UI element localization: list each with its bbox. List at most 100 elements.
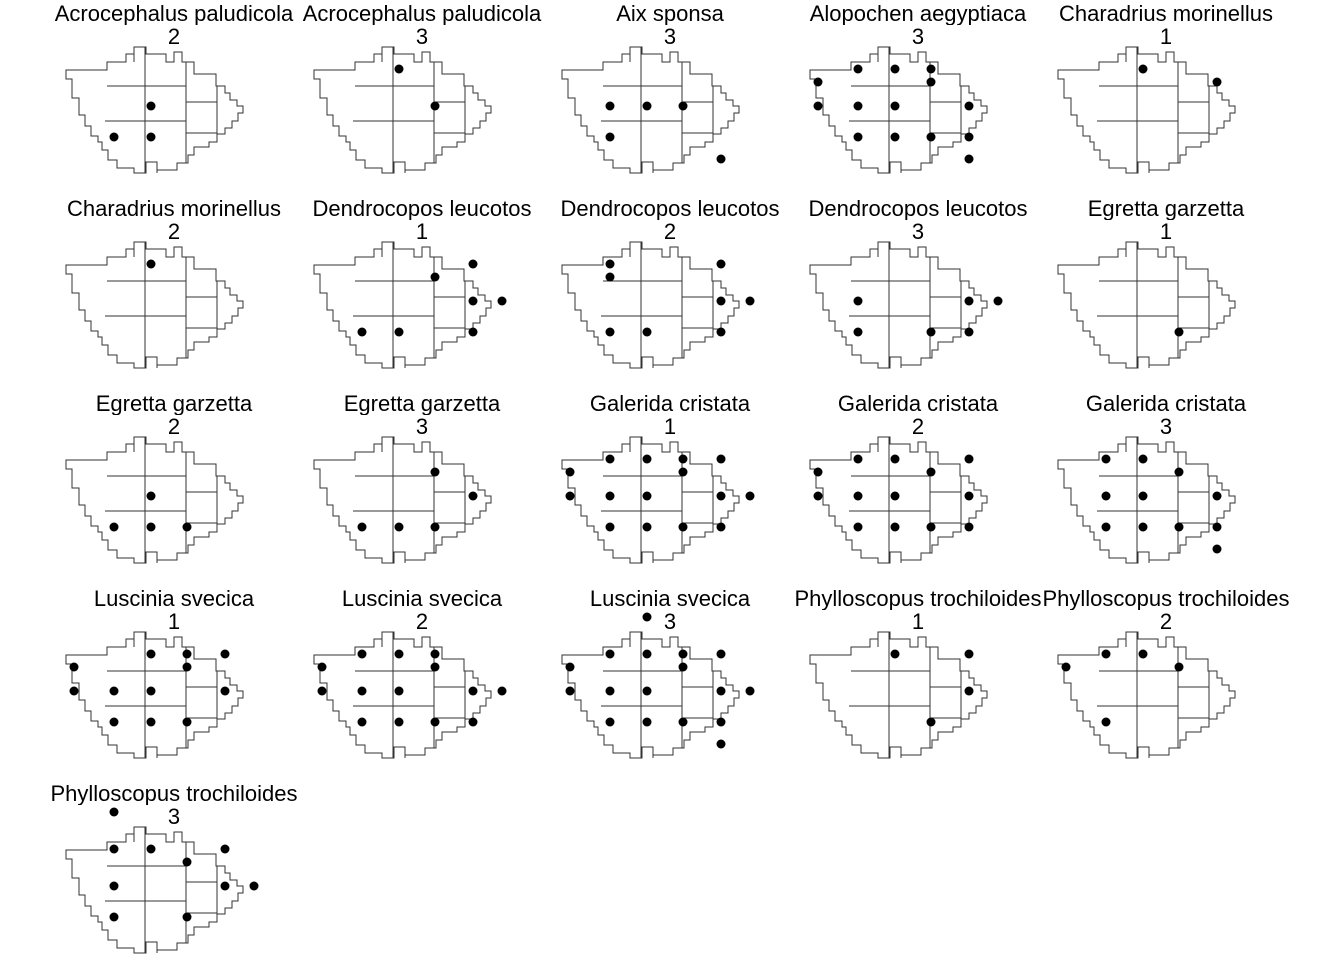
panel-species-title: Aix sponsa bbox=[616, 2, 724, 25]
occurrence-dot bbox=[1101, 649, 1111, 659]
country-outline bbox=[809, 436, 988, 564]
map-panel: Dendrocopos leucotos 1 bbox=[298, 195, 546, 390]
occurrence-dot bbox=[1101, 522, 1111, 532]
map-panel: Dendrocopos leucotos 2 bbox=[546, 195, 794, 390]
occurrence-dot bbox=[926, 717, 936, 727]
occurrence-dot bbox=[964, 327, 974, 337]
occurrence-dot bbox=[605, 259, 615, 269]
occurrence-dot bbox=[468, 296, 478, 306]
occurrence-dot bbox=[716, 491, 726, 501]
country-outline bbox=[313, 436, 492, 564]
country-outline bbox=[561, 46, 740, 174]
panel-period-label: 3 bbox=[415, 415, 429, 438]
occurrence-dot bbox=[109, 881, 119, 891]
panel-period-label: 3 bbox=[415, 25, 429, 48]
panel-species-title: Egretta garzetta bbox=[95, 392, 253, 415]
map-panel: Aix sponsa 3 bbox=[546, 0, 794, 195]
occurrence-dot bbox=[430, 101, 440, 111]
occurrence-dot bbox=[716, 739, 726, 749]
country-grid-map bbox=[65, 241, 244, 369]
occurrence-dot bbox=[1138, 454, 1148, 464]
occurrence-dot bbox=[317, 662, 327, 672]
occurrence-dot bbox=[1101, 717, 1111, 727]
occurrence-dot bbox=[964, 101, 974, 111]
occurrence-dot bbox=[678, 101, 688, 111]
occurrence-dot bbox=[109, 522, 119, 532]
panel-period-label: 2 bbox=[1159, 610, 1173, 633]
panel-period-label: 2 bbox=[911, 415, 925, 438]
country-outline bbox=[65, 826, 244, 954]
country-outline bbox=[809, 631, 988, 759]
occurrence-dot bbox=[565, 491, 575, 501]
country-grid-map bbox=[561, 612, 755, 759]
country-grid-map bbox=[561, 436, 755, 564]
panel-species-title: Phylloscopus trochiloides bbox=[50, 782, 298, 805]
occurrence-dot bbox=[109, 912, 119, 922]
occurrence-dot bbox=[146, 649, 156, 659]
panel-period-label: 2 bbox=[663, 220, 677, 243]
occurrence-dot bbox=[220, 844, 230, 854]
country-grid-map bbox=[561, 46, 740, 174]
occurrence-dot bbox=[394, 522, 404, 532]
occurrence-dot bbox=[182, 649, 192, 659]
country-grid-map bbox=[1057, 241, 1236, 369]
map-panel: Galerida cristata 3 bbox=[1042, 390, 1290, 585]
country-outline bbox=[809, 46, 988, 174]
occurrence-dot bbox=[716, 154, 726, 164]
panel-species-title: Acrocephalus paludicola bbox=[54, 2, 294, 25]
occurrence-dot bbox=[220, 649, 230, 659]
map-panel: Alopochen aegyptiaca 3 bbox=[794, 0, 1042, 195]
occurrence-dot bbox=[109, 132, 119, 142]
occurrence-dot bbox=[926, 77, 936, 87]
panel-species-title: Galerida cristata bbox=[837, 392, 999, 415]
occurrence-dot bbox=[926, 522, 936, 532]
occurrence-dot bbox=[853, 296, 863, 306]
occurrence-dot bbox=[813, 101, 823, 111]
occurrence-dot bbox=[853, 64, 863, 74]
occurrence-dot bbox=[716, 649, 726, 659]
occurrence-dot bbox=[964, 454, 974, 464]
panel-period-label: 2 bbox=[167, 415, 181, 438]
occurrence-dot bbox=[69, 686, 79, 696]
occurrence-dot bbox=[745, 491, 755, 501]
map-panel: Luscinia svecica 3 bbox=[546, 585, 794, 780]
country-outline bbox=[65, 46, 244, 174]
panel-period-label: 1 bbox=[167, 610, 181, 633]
occurrence-dot bbox=[394, 64, 404, 74]
occurrence-dot bbox=[853, 132, 863, 142]
occurrence-dot bbox=[678, 454, 688, 464]
occurrence-dot bbox=[1212, 77, 1222, 87]
occurrence-dot bbox=[926, 64, 936, 74]
map-panel: Egretta garzetta 1 bbox=[1042, 195, 1290, 390]
map-panel: Galerida cristata 2 bbox=[794, 390, 1042, 585]
occurrence-dot bbox=[468, 491, 478, 501]
occurrence-dot bbox=[182, 662, 192, 672]
panel-species-title: Galerida cristata bbox=[1085, 392, 1247, 415]
panel-period-label: 3 bbox=[167, 805, 181, 828]
map-panel: Egretta garzetta 3 bbox=[298, 390, 546, 585]
occurrence-dot bbox=[853, 101, 863, 111]
occurrence-dot bbox=[964, 649, 974, 659]
occurrence-dot bbox=[430, 467, 440, 477]
occurrence-dot bbox=[182, 717, 192, 727]
panel-period-label: 1 bbox=[1159, 220, 1173, 243]
occurrence-dot bbox=[468, 717, 478, 727]
country-outline bbox=[1057, 46, 1236, 174]
country-grid-map bbox=[313, 436, 492, 564]
country-grid-map bbox=[809, 241, 1003, 369]
occurrence-dot bbox=[964, 296, 974, 306]
country-grid-map bbox=[65, 807, 259, 954]
occurrence-dot bbox=[716, 522, 726, 532]
occurrence-dot bbox=[1138, 64, 1148, 74]
map-panel: Charadrius morinellus 1 bbox=[1042, 0, 1290, 195]
country-outline bbox=[1057, 631, 1236, 759]
occurrence-dot bbox=[642, 327, 652, 337]
occurrence-dot bbox=[716, 717, 726, 727]
occurrence-dot bbox=[146, 101, 156, 111]
country-grid-map bbox=[1057, 46, 1236, 174]
country-grid-map bbox=[313, 241, 507, 369]
occurrence-dot bbox=[993, 296, 1003, 306]
country-outline bbox=[561, 241, 740, 369]
country-grid-map bbox=[1057, 436, 1236, 564]
occurrence-dot bbox=[1174, 467, 1184, 477]
